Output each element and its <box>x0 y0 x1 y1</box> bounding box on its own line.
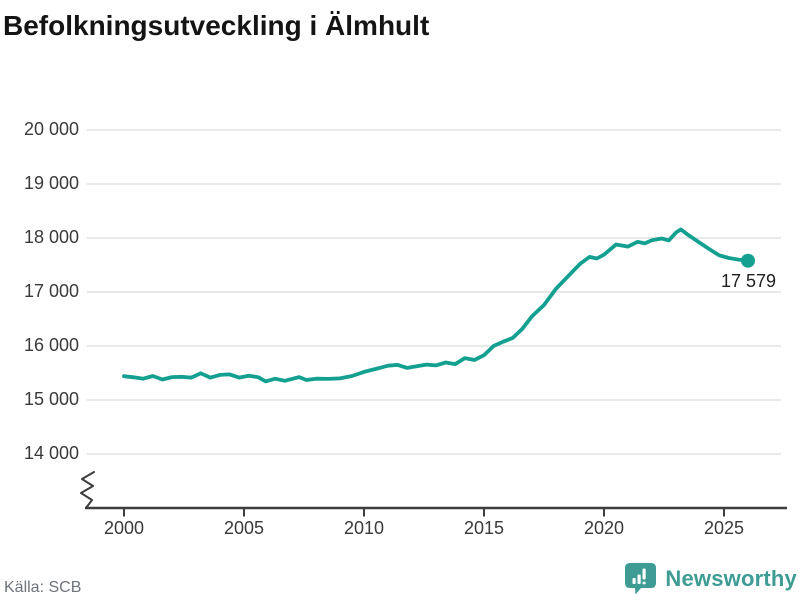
x-axis-label: 2010 <box>343 518 385 538</box>
page-title: Befolkningsutveckling i Älmhult <box>3 10 430 41</box>
source-note: Källa: SCB <box>4 579 82 596</box>
y-axis-label: 15 000 <box>23 389 79 409</box>
axis-break-icon <box>80 471 95 509</box>
y-axis-label: 16 000 <box>23 335 79 355</box>
y-axis-label: 18 000 <box>23 227 79 247</box>
y-axis-label: 17 000 <box>23 281 79 301</box>
series-end-dot <box>741 253 755 268</box>
population-series-line <box>122 227 750 384</box>
y-axis-label: 19 000 <box>23 173 79 193</box>
y-axis-label: 20 000 <box>23 119 79 139</box>
newsworthy-speech-bubble-chart-icon <box>625 563 657 595</box>
x-axis-label: 2020 <box>583 518 625 538</box>
x-axis-label: 2005 <box>223 518 265 538</box>
x-axis-label: 2015 <box>463 518 505 538</box>
brand-name: Newsworthy <box>665 565 797 591</box>
x-axis-label: 2000 <box>103 518 145 538</box>
newsworthy-logo[interactable]: Newsworthy <box>624 562 797 595</box>
last-value-label: 17 579 <box>720 270 776 291</box>
x-axis-label: 2025 <box>703 518 745 538</box>
y-axis-label: 14 000 <box>23 443 79 463</box>
